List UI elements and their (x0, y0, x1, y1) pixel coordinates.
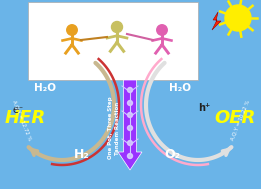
Text: h⁺: h⁺ (198, 103, 210, 113)
Circle shape (111, 22, 122, 33)
Text: O₂: O₂ (164, 149, 180, 161)
Text: A.Q.Y = 12.72 %: A.Q.Y = 12.72 % (11, 99, 32, 141)
Text: HER: HER (5, 109, 46, 127)
Text: One Pot, Three Step
Tandem Reaction: One Pot, Three Step Tandem Reaction (108, 97, 120, 159)
Circle shape (225, 5, 251, 31)
Circle shape (128, 101, 133, 105)
FancyBboxPatch shape (28, 2, 198, 80)
Text: A.Q.Y = 10.22 %: A.Q.Y = 10.22 % (230, 99, 250, 141)
Circle shape (128, 112, 133, 118)
Polygon shape (212, 12, 221, 30)
Circle shape (128, 88, 133, 92)
FancyArrow shape (118, 80, 142, 170)
Text: H₂O: H₂O (34, 83, 56, 93)
Text: e⁻: e⁻ (13, 105, 23, 115)
Circle shape (128, 153, 133, 159)
Circle shape (128, 140, 133, 146)
Text: H₂: H₂ (74, 149, 90, 161)
Text: H₂O: H₂O (169, 83, 191, 93)
Text: OER: OER (215, 109, 256, 127)
Circle shape (128, 125, 133, 130)
Circle shape (67, 25, 77, 35)
Circle shape (157, 25, 167, 35)
